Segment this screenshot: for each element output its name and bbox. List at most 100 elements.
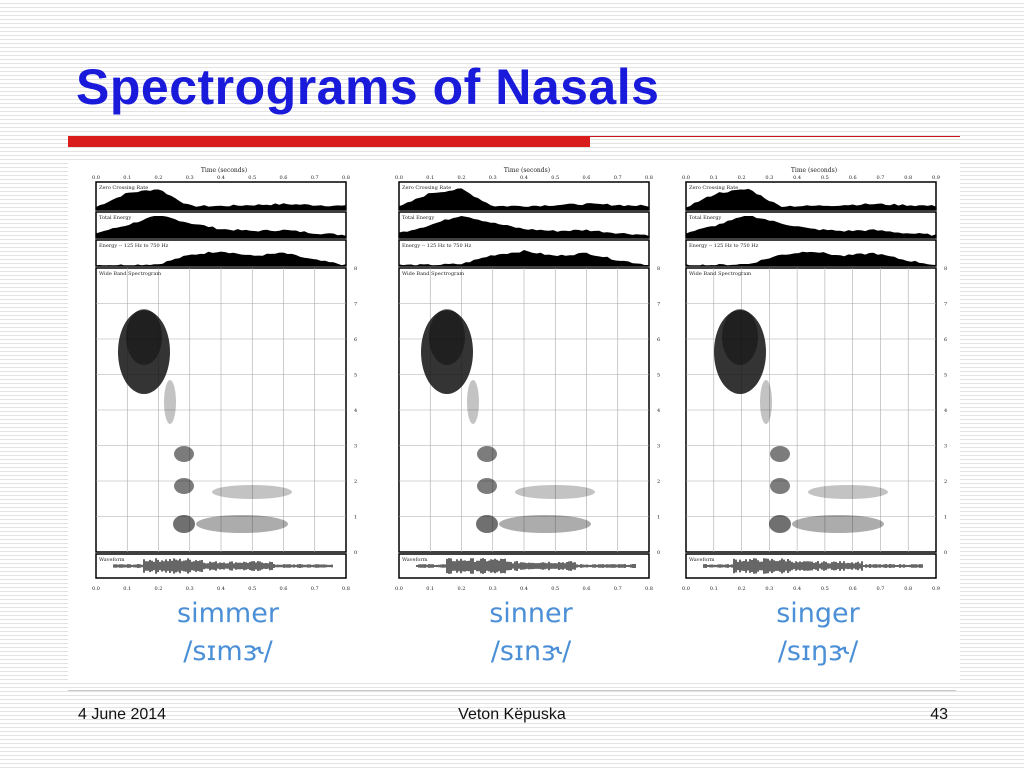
time-tick-label: 0.8 [645, 586, 653, 592]
frequency-tick-label: 7 [657, 302, 660, 308]
time-tick-label: 0.3 [186, 586, 194, 592]
track-label: Waveform [689, 557, 715, 563]
time-tick-label: 0.8 [342, 175, 350, 181]
spectral-energy-region [760, 380, 772, 424]
time-tick-label: 0.0 [682, 175, 690, 181]
time-tick-label: 0.1 [710, 175, 718, 181]
time-tick-label: 0.8 [645, 175, 653, 181]
panel-simmer: Time (seconds) 0.0 0.0 0.1 0.1 0.2 0.2 0.3 0.3 0.… [92, 162, 364, 680]
track-label: Wide Band Spectrogram [689, 271, 751, 277]
time-tick-label: 0.5 [248, 175, 256, 181]
spectral-energy-region [467, 380, 479, 424]
time-tick-label: 0.2 [738, 175, 746, 181]
word-label: simmer [177, 598, 279, 629]
time-tick-label: 0.8 [342, 586, 350, 592]
frequency-tick-label: 8 [657, 266, 660, 272]
ipa-transcription: /sɪŋɝ/ [777, 636, 859, 667]
spectral-energy-region [515, 485, 595, 499]
spectral-energy-region [196, 515, 288, 533]
time-tick-label: 0.6 [280, 175, 288, 181]
frequency-tick-label: 0 [657, 550, 660, 556]
track-label: Total Energy [689, 215, 722, 221]
time-tick-label: 0.5 [821, 586, 829, 592]
frequency-tick-label: 6 [354, 337, 357, 343]
panel-singer: Time (seconds) 0.0 0.0 0.1 0.1 0.2 0.2 0.3 0.3 0.… [682, 162, 954, 680]
total-energy-track-fill [399, 216, 649, 238]
time-tick-label: 0.0 [92, 175, 100, 181]
total-energy-track-fill [96, 216, 346, 238]
time-tick-label: 0.2 [458, 175, 466, 181]
spectral-energy-region [769, 515, 791, 533]
track-label: Total Energy [402, 215, 435, 221]
time-tick-label: 0.0 [682, 586, 690, 592]
time-tick-label: 0.4 [217, 586, 225, 592]
frequency-tick-label: 2 [657, 479, 660, 485]
time-tick-label: 0.6 [583, 175, 591, 181]
frequency-tick-label: 4 [354, 408, 357, 414]
spectrogram-panel-simmer: Time (seconds) 0.0 0.0 0.1 0.1 0.2 0.2 0.3 0.3 0.… [92, 167, 357, 592]
spectral-energy-region [126, 309, 162, 365]
frequency-tick-label: 3 [944, 444, 947, 450]
time-tick-label: 0.6 [583, 586, 591, 592]
frequency-tick-label: 0 [354, 550, 357, 556]
track-label: Energy -- 125 Hz to 750 Hz [689, 243, 759, 249]
time-tick-label: 0.8 [904, 175, 912, 181]
spectrogram-figure: Time (seconds) 0.0 0.0 0.1 0.1 0.2 0.2 0.3 0.3 0.… [68, 162, 960, 680]
time-tick-label: 0.8 [904, 586, 912, 592]
spectral-energy-region [174, 478, 194, 494]
frequency-tick-label: 7 [944, 302, 947, 308]
frequency-tick-label: 5 [944, 373, 947, 379]
frequency-tick-label: 5 [354, 373, 357, 379]
time-tick-label: 0.9 [932, 175, 940, 181]
spectral-energy-region [477, 446, 497, 462]
time-tick-label: 0.4 [793, 175, 801, 181]
time-tick-label: 0.0 [395, 586, 403, 592]
track-label: Zero Crossing Rate [689, 185, 738, 191]
time-tick-label: 0.1 [123, 586, 131, 592]
top-axis-label: Time (seconds) [504, 167, 550, 174]
frequency-tick-label: 1 [944, 515, 947, 521]
title-rule-line [590, 136, 960, 137]
footer-rule [68, 690, 956, 691]
word-label: sinner [489, 598, 573, 629]
spectral-energy-region [499, 515, 591, 533]
time-tick-label: 0.5 [248, 586, 256, 592]
time-tick-label: 0.0 [395, 175, 403, 181]
frequency-tick-label: 1 [354, 515, 357, 521]
spectral-energy-region [476, 515, 498, 533]
spectral-energy-region [477, 478, 497, 494]
time-tick-label: 0.5 [551, 586, 559, 592]
spectral-energy-region [792, 515, 884, 533]
time-tick-label: 0.4 [520, 586, 528, 592]
time-tick-label: 0.3 [489, 175, 497, 181]
time-tick-label: 0.7 [311, 586, 319, 592]
time-tick-label: 0.3 [186, 175, 194, 181]
time-tick-label: 0.4 [520, 175, 528, 181]
frequency-tick-label: 0 [944, 550, 947, 556]
track-label: Zero Crossing Rate [99, 185, 148, 191]
footer-date: 4 June 2014 [78, 706, 167, 723]
track-label: Energy -- 125 Hz to 750 Hz [402, 243, 472, 249]
time-tick-label: 0.1 [426, 175, 434, 181]
time-tick-label: 0.1 [123, 175, 131, 181]
spectrogram-panel-sinner: Time (seconds) 0.0 0.0 0.1 0.1 0.2 0.2 0.3 0.3 0.… [395, 167, 660, 592]
spectrogram-panel-singer: Time (seconds) 0.0 0.0 0.1 0.1 0.2 0.2 0.3 0.3 0.… [682, 167, 947, 592]
time-tick-label: 0.9 [932, 586, 940, 592]
spectral-energy-region [808, 485, 888, 499]
frequency-tick-label: 3 [657, 444, 660, 450]
time-tick-label: 0.3 [765, 175, 773, 181]
footer-author: Veton Këpuska [458, 706, 566, 723]
time-tick-label: 0.3 [765, 586, 773, 592]
time-tick-label: 0.5 [821, 175, 829, 181]
page-number: 43 [930, 706, 948, 723]
track-label: Waveform [99, 557, 125, 563]
frequency-tick-label: 1 [657, 515, 660, 521]
panel-sinner: Time (seconds) 0.0 0.0 0.1 0.1 0.2 0.2 0.3 0.3 0.… [395, 162, 667, 680]
time-tick-label: 0.6 [849, 175, 857, 181]
time-tick-label: 0.2 [155, 175, 163, 181]
zero-crossing-track-fill [399, 188, 649, 210]
spectral-energy-region [174, 446, 194, 462]
frequency-tick-label: 3 [354, 444, 357, 450]
ipa-transcription: /sɪmɝ/ [183, 636, 273, 667]
total-energy-track-fill [686, 216, 936, 238]
